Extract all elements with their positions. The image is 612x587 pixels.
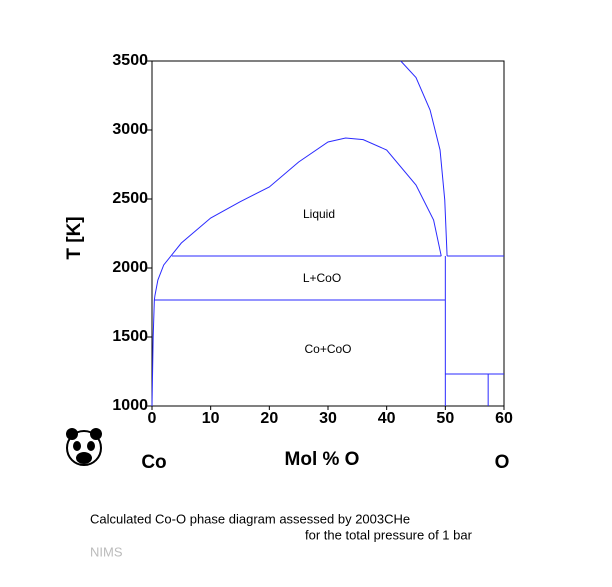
- y-tick-label: 3500: [112, 52, 148, 69]
- phase-boundary: [151, 300, 155, 407]
- y-axis-label: T [K]: [64, 216, 85, 259]
- x-axis-label: Mol % O: [285, 449, 360, 470]
- x-tick-label: 20: [260, 410, 278, 427]
- caption-line: for the total pressure of 1 bar: [305, 527, 473, 542]
- phase-boundary: [400, 60, 448, 257]
- phase-boundary: [153, 137, 442, 301]
- right-component: O: [495, 452, 510, 473]
- y-tick-label: 2500: [112, 190, 148, 207]
- region-label: Liquid: [303, 207, 335, 221]
- region-label: Co+CoO: [304, 342, 351, 356]
- x-tick-label: 60: [495, 410, 513, 427]
- y-tick-label: 2000: [112, 259, 148, 276]
- y-tick-label: 1500: [112, 328, 148, 345]
- x-tick-label: 30: [319, 410, 337, 427]
- caption-line: Calculated Co-O phase diagram assessed b…: [90, 511, 410, 526]
- left-component: Co: [141, 452, 166, 473]
- x-tick-label: 10: [202, 410, 220, 427]
- region-label: L+CoO: [303, 271, 341, 285]
- x-tick-label: 0: [148, 410, 157, 427]
- panda-logo: [66, 428, 102, 466]
- credit: NIMS: [90, 544, 123, 559]
- x-tick-label: 50: [436, 410, 454, 427]
- x-tick-label: 40: [378, 410, 396, 427]
- y-tick-label: 3000: [112, 121, 148, 138]
- y-tick-label: 1000: [112, 397, 148, 414]
